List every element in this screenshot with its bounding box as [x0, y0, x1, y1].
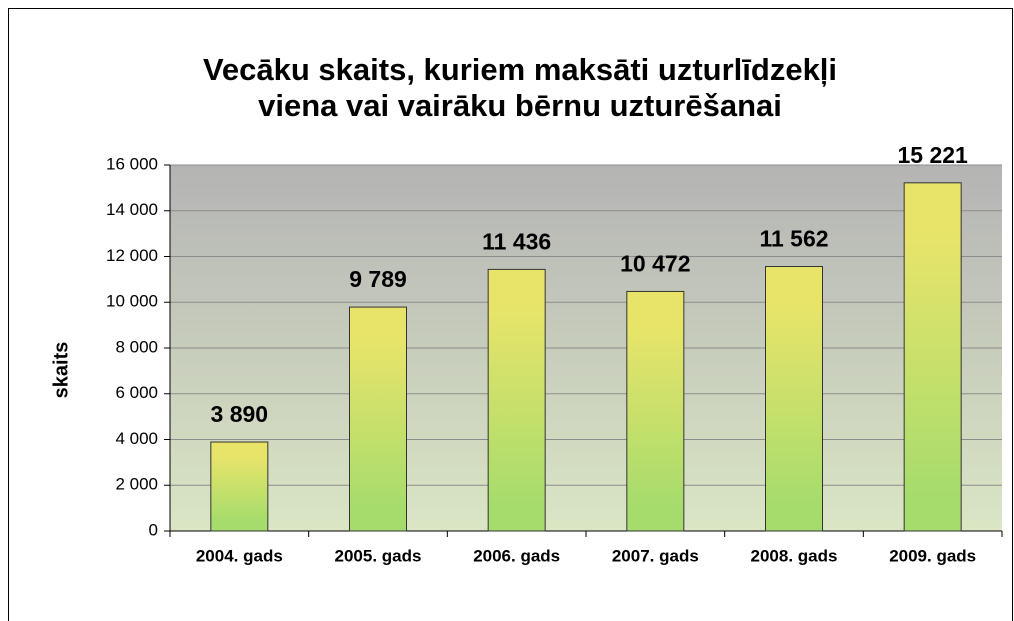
value-label: 11 436 [482, 228, 551, 254]
y-tick-label: 8 000 [115, 337, 158, 356]
bar [210, 441, 269, 532]
bar [903, 182, 962, 532]
y-tick-label: 4 000 [115, 429, 158, 448]
y-tick-label: 14 000 [106, 200, 158, 219]
y-axis-label: skaits [50, 342, 72, 399]
x-tick-label: 2004. gads [196, 546, 283, 565]
x-tick-label: 2007. gads [612, 546, 699, 565]
bar [765, 266, 823, 532]
x-tick-label: 2005. gads [335, 546, 422, 565]
x-tick-label: 2008. gads [751, 546, 838, 565]
chart-title: Vecāku skaits, kuriem maksāti uzturlīdze… [203, 52, 837, 87]
y-tick-label: 6 000 [115, 383, 158, 402]
value-label: 15 221 [897, 142, 968, 168]
x-tick-label: 2009. gads [889, 546, 976, 565]
value-label: 3 890 [211, 401, 269, 427]
y-tick-label: 10 000 [106, 292, 158, 311]
y-tick-label: 2 000 [115, 475, 158, 494]
bar [349, 306, 407, 532]
x-tick-label: 2006. gads [473, 546, 560, 565]
chart-title: viena vai vairāku bērnu uzturēšanai [258, 88, 782, 123]
bar [626, 290, 685, 532]
value-label: 10 472 [620, 251, 690, 277]
y-tick-label: 12 000 [106, 246, 158, 265]
y-tick-label: 0 [149, 520, 158, 539]
value-label: 11 562 [759, 226, 828, 252]
value-label: 9 789 [349, 266, 407, 292]
y-tick-label: 16 000 [106, 154, 158, 173]
bar [487, 268, 546, 532]
